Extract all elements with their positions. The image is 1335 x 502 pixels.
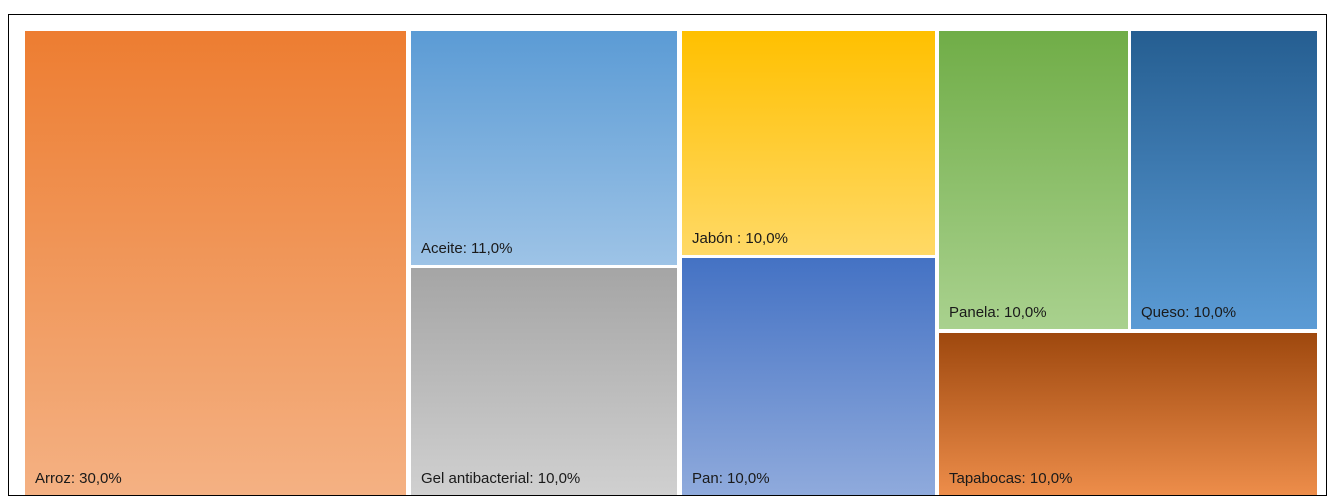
tile-aceite bbox=[411, 31, 677, 265]
tile-label-pan: Pan: 10,0% bbox=[692, 470, 770, 487]
tile-label-gel-antibacterial: Gel antibacterial: 10,0% bbox=[421, 470, 580, 487]
treemap: Arroz: 30,0% Aceite: 11,0% Gel antibacteri… bbox=[25, 31, 1317, 495]
tile-tapabocas bbox=[939, 333, 1317, 495]
tile-label-tapabocas: Tapabocas: 10,0% bbox=[949, 470, 1072, 487]
tile-pan bbox=[682, 258, 935, 495]
tile-label-panela: Panela: 10,0% bbox=[949, 304, 1047, 321]
tile-gel-antibacterial bbox=[411, 268, 677, 495]
tile-jabon bbox=[682, 31, 935, 255]
tile-label-queso: Queso: 10,0% bbox=[1141, 304, 1236, 321]
tile-arroz bbox=[25, 31, 406, 495]
tile-label-arroz: Arroz: 30,0% bbox=[35, 470, 122, 487]
tile-label-aceite: Aceite: 11,0% bbox=[421, 240, 512, 257]
tile-queso bbox=[1131, 31, 1317, 329]
chart-frame: Arroz: 30,0% Aceite: 11,0% Gel antibacteri… bbox=[8, 14, 1327, 496]
tile-label-jabon: Jabón : 10,0% bbox=[692, 230, 788, 247]
tile-panela bbox=[939, 31, 1128, 329]
